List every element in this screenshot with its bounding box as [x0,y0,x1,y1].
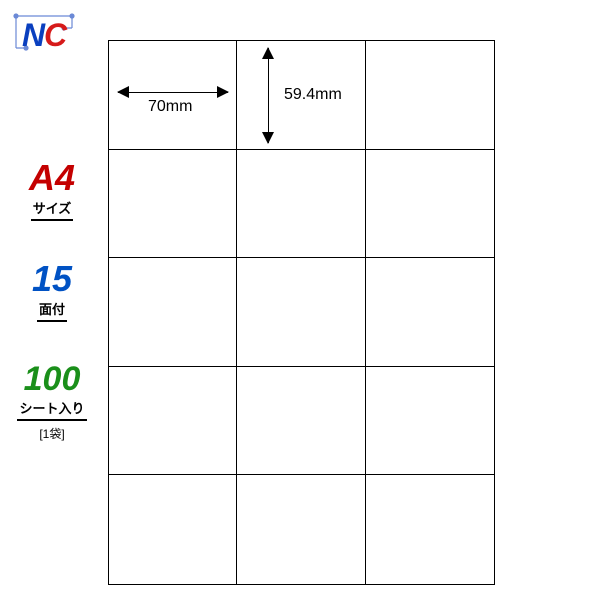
spec-sheets-note: [1袋] [16,425,88,442]
label-cell [366,150,494,259]
spec-size: A4 サイズ [16,160,88,221]
svg-text:C: C [44,17,68,53]
dimension-line [268,48,269,143]
spec-sheets: 100 シート入り [1袋] [16,362,88,442]
label-cell [237,258,365,367]
label-sheet [108,40,495,585]
spec-sheets-value: 100 [16,362,88,396]
dimension-width: 70mm [118,82,228,106]
spec-faces-value: 15 [16,261,88,297]
spec-size-sub: サイズ [31,198,74,221]
spec-faces-sub: 面付 [37,299,67,322]
svg-text:N: N [22,17,46,53]
label-cell [109,367,237,476]
brand-logo: N C [12,12,80,61]
dimension-width-label: 70mm [146,98,194,116]
arrow-left-icon [117,86,129,98]
label-cell [237,150,365,259]
label-cell [366,475,494,584]
dimension-height: 59.4mm [258,48,282,143]
spec-sidebar: A4 サイズ 15 面付 100 シート入り [1袋] [16,160,88,482]
label-grid [109,41,494,584]
label-cell [366,258,494,367]
label-cell [109,150,237,259]
label-cell [237,367,365,476]
label-cell [237,475,365,584]
dimension-height-label: 59.4mm [282,86,344,104]
arrow-down-icon [262,132,274,144]
label-cell [366,367,494,476]
arrow-up-icon [262,47,274,59]
label-cell [109,475,237,584]
arrow-right-icon [217,86,229,98]
label-cell [109,258,237,367]
spec-faces: 15 面付 [16,261,88,322]
spec-sheets-sub: シート入り [17,398,86,421]
label-cell [366,41,494,150]
dimension-line [118,92,228,93]
spec-size-value: A4 [16,160,88,196]
